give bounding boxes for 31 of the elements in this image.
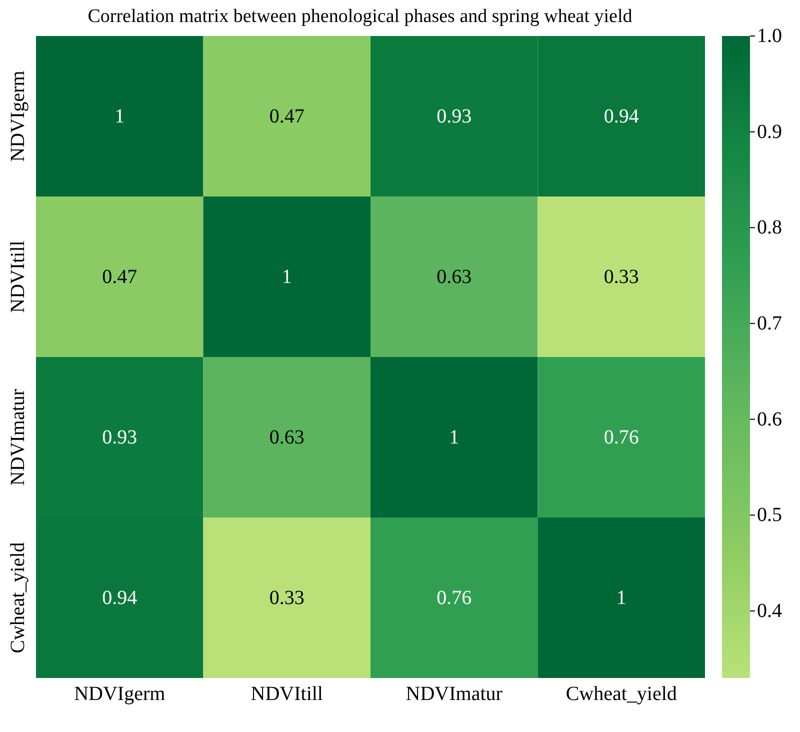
data-label: 0.76	[604, 426, 639, 448]
data-label: 1	[449, 426, 460, 448]
color-bar-label: 0.7	[757, 312, 782, 334]
data-label: 0.33	[269, 586, 304, 609]
data-label: 0.63	[269, 426, 304, 448]
y-tick-label: NDVImatur	[7, 388, 29, 486]
color-bar-label: 1.0	[757, 25, 782, 47]
data-label: 0.94	[102, 586, 138, 609]
data-label: 0.94	[604, 105, 639, 128]
x-tick-label: Cwheat_yield	[566, 683, 677, 706]
data-label: 0.93	[436, 105, 472, 128]
x-tick-label: NDVImatur	[406, 683, 503, 706]
x-tick-label: NDVIgerm	[74, 683, 166, 706]
color-bar-label: 0.4	[757, 600, 782, 622]
y-tick-label: NDVIgerm	[7, 70, 29, 162]
data-label: 1	[282, 266, 292, 288]
x-tick-label: NDVItill	[250, 683, 324, 706]
color-bar-label: 0.8	[757, 216, 782, 239]
data-label: 0.33	[604, 266, 639, 288]
data-label: 1	[616, 586, 626, 609]
data-label: 0.93	[102, 426, 138, 448]
data-label: 1	[114, 105, 125, 128]
chart-title: Correlation matrix between phenological phases and spring wheat yield	[86, 6, 634, 28]
data-label: 0.63	[436, 266, 472, 288]
color-bar-label: 0.6	[757, 408, 782, 430]
color-bar-label: 0.9	[757, 120, 782, 143]
data-label: 0.76	[436, 586, 472, 609]
y-tick-label: NDVItill	[7, 240, 29, 313]
data-label: 0.47	[269, 105, 304, 128]
color-bar-label: 0.5	[757, 504, 782, 526]
data-label: 0.47	[102, 266, 138, 288]
